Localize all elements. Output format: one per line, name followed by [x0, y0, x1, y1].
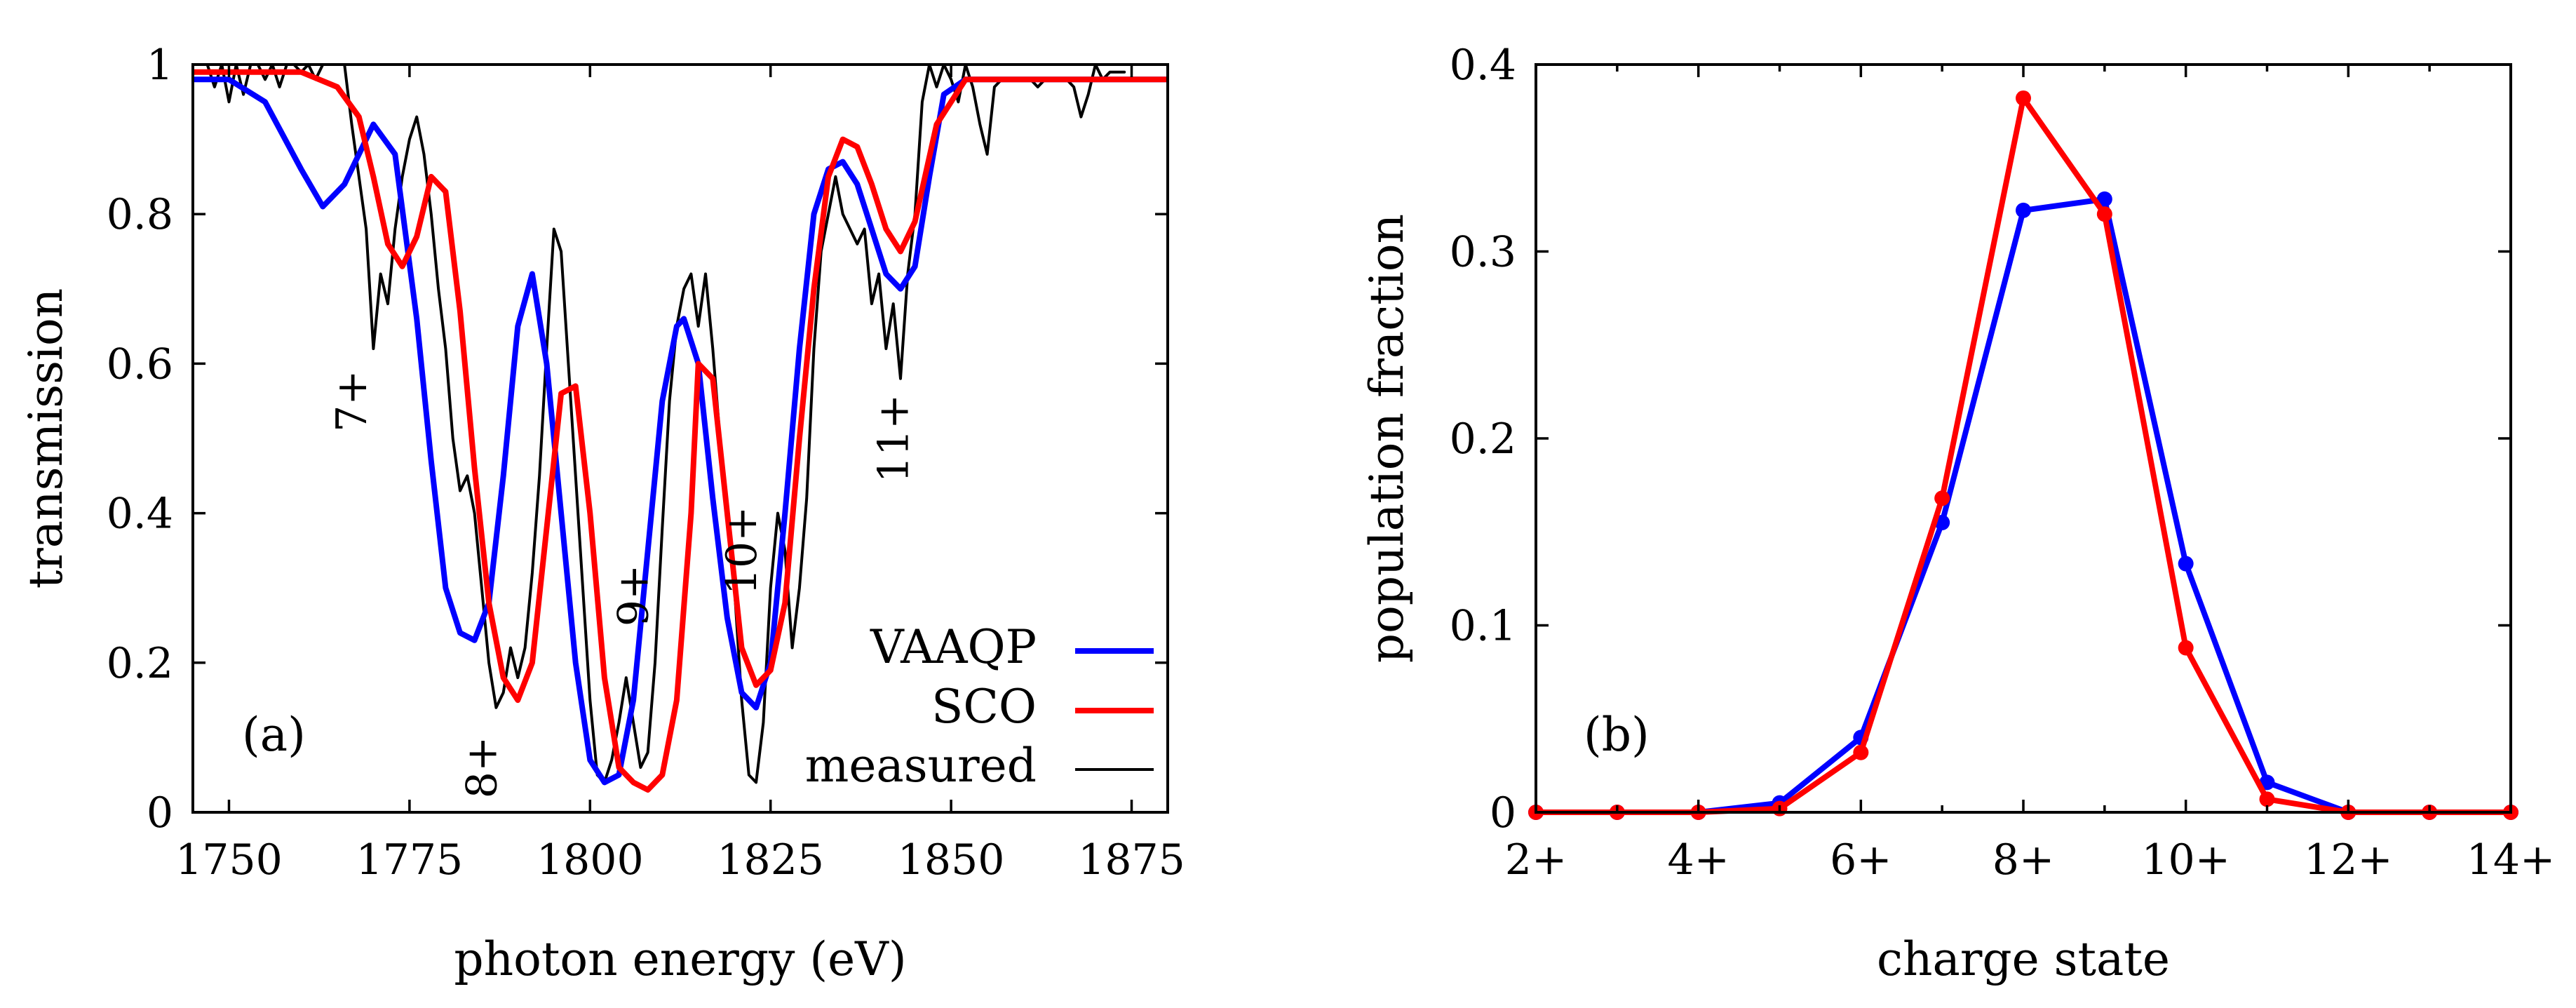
panel-b-ticks: 2+ 4+ 6+ 8+ 10+ 12+ 14+ 0 0.1 0.2 0.3 0.4 — [1450, 41, 2556, 885]
panel-b-point-vaaqp — [2178, 556, 2194, 572]
panel-a-ticks: 1750 1775 1800 1825 1850 1875 0 0.2 0.4 0.6 0.8 1 — [107, 41, 1185, 885]
panel-b-point-vaaqp — [2016, 202, 2031, 218]
panel-b-xtick-label: 10+ — [2141, 835, 2230, 885]
panel-a-ytick-label: 0.2 — [107, 639, 173, 688]
panel-b-point-sco — [2096, 206, 2112, 222]
panel-b-ytick-label: 0.1 — [1450, 602, 1516, 651]
panel-b-xtick-label: 6+ — [1830, 835, 1891, 885]
panel-b-point-sco — [1934, 490, 1950, 506]
panel-a-xlabel: photon energy (eV) — [454, 932, 906, 986]
panel-a-ylabel: transmission — [19, 288, 73, 589]
panel-b-plot-frame — [1535, 63, 2512, 814]
panel-a-ytick-label: 1 — [147, 41, 173, 90]
panel-b-population-chart: 2+ 4+ 6+ 8+ 10+ 12+ 14+ 0 0.1 0.2 0.3 0.4 charge st… — [1360, 41, 2555, 986]
panel-b-series-vaaqp — [1536, 196, 2511, 815]
panel-b-ytick-label: 0.2 — [1450, 415, 1516, 464]
panel-a-plot-frame — [191, 63, 1169, 814]
legend-label-sco: SCO — [931, 680, 1037, 734]
panel-b-xtick-label: 14+ — [2467, 835, 2556, 885]
panel-a-legend: VAAQP SCO measured — [805, 620, 1154, 793]
panel-b-ytick-label: 0.3 — [1450, 228, 1516, 277]
panel-b-point-sco — [2016, 90, 2031, 106]
panel-b-point-sco — [2178, 640, 2194, 656]
panel-b-point-sco — [1853, 744, 1869, 760]
panel-b-xtick-label: 12+ — [2304, 835, 2393, 885]
panel-b-ylabel: population fraction — [1360, 214, 1414, 663]
panel-a-xtick-label: 1825 — [717, 835, 824, 885]
panel-b-point-vaaqp — [2096, 191, 2112, 207]
panel-a-label: (a) — [242, 708, 306, 762]
panel-a-xtick-label: 1750 — [175, 835, 283, 885]
panel-b-ytick-label: 0 — [1490, 788, 1516, 838]
panel-b-label: (b) — [1584, 708, 1650, 762]
legend-label-measured: measured — [805, 739, 1037, 793]
panel-a-series-measured — [205, 63, 1126, 784]
panel-a-xtick-label: 1850 — [898, 835, 1005, 885]
panel-a-ytick-label: 0.4 — [107, 490, 173, 539]
panel-a-ytick-label: 0 — [147, 788, 173, 838]
panel-b-xtick-label: 4+ — [1667, 835, 1729, 885]
panel-b-series-group — [1528, 90, 2518, 820]
panel-a-series-vaaqp — [193, 76, 1168, 786]
panel-a-xtick-label: 1775 — [356, 835, 464, 885]
panel-b-xlabel: charge state — [1877, 932, 2170, 986]
panel-b-point-sco — [2259, 791, 2275, 807]
panel-a-series-sco — [193, 69, 1168, 793]
panel-b-xtick-label: 2+ — [1505, 835, 1567, 885]
panel-a-annotation-label: 11+ — [869, 394, 918, 483]
panel-a-xtick-label: 1875 — [1078, 835, 1185, 885]
panel-a-annotations: 7+ 8+ 9+ 10+ 11+ — [328, 370, 918, 798]
panel-b-xtick-label: 8+ — [1992, 835, 2054, 885]
panel-a-ytick-label: 0.8 — [107, 190, 173, 239]
panel-a-annotation-label: 7+ — [328, 370, 377, 431]
legend-label-vaaqp: VAAQP — [870, 620, 1037, 674]
panel-a-series-group — [193, 63, 1168, 793]
panel-a-xtick-label: 1800 — [537, 835, 644, 885]
panel-a-transmission-chart: 1750 1775 1800 1825 1850 1875 0 0.2 0.4 0.6 0.8 1 p… — [19, 41, 1185, 986]
panel-a-annotation-label: 8+ — [457, 737, 506, 798]
panel-a-annotation-label: 9+ — [609, 565, 659, 626]
panel-a-annotation-label: 10+ — [717, 506, 767, 596]
panel-b-ytick-label: 0.4 — [1450, 41, 1516, 90]
panel-a-ytick-label: 0.6 — [107, 340, 173, 389]
